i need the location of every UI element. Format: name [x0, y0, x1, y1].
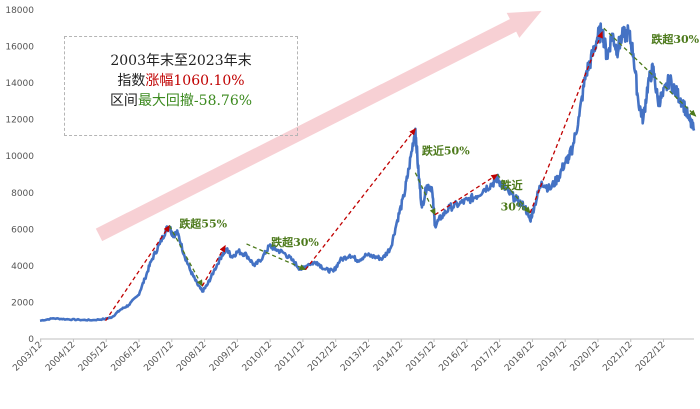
summary-line-drawdown: 区间最大回撤-58.76%: [65, 91, 297, 111]
x-tick-label: 2006/12: [110, 340, 144, 374]
x-tick-label: 2011/12: [274, 340, 308, 374]
x-tick-label: 2016/12: [437, 340, 471, 374]
y-tick-label: 16000: [5, 43, 34, 53]
summary-line-gain: 指数涨幅1060.10%: [65, 71, 297, 91]
x-tick-label: 2017/12: [470, 340, 504, 374]
x-tick-label: 2020/12: [569, 340, 603, 374]
x-tick-label: 2019/12: [536, 340, 570, 374]
drawdown-annotation: 跌近: [501, 178, 523, 192]
drawdown-annotation: 30%: [501, 201, 527, 214]
rise-arrow: [201, 244, 226, 287]
fall-arrow: [603, 27, 697, 117]
y-tick-label: 6000: [11, 225, 34, 235]
y-tick-label: 4000: [11, 262, 34, 272]
rise-arrow: [529, 31, 603, 214]
rise-arrow: [305, 128, 416, 270]
y-tick-label: 8000: [11, 189, 34, 199]
annotations: 跌超55% 跌超30% 跌近50% 跌近 30% 跌超30%: [179, 32, 699, 249]
x-tick-label: 2008/12: [175, 340, 209, 374]
y-tick-label: 0: [28, 335, 34, 345]
x-tick-label: 2018/12: [503, 340, 537, 374]
x-tick-label: 2004/12: [44, 340, 78, 374]
rise-arrow: [434, 173, 499, 216]
x-tick-label: 2007/12: [142, 340, 176, 374]
x-tick-label: 2009/12: [208, 340, 242, 374]
x-tick-label: 2014/12: [372, 340, 406, 374]
fall-arrow: [496, 174, 531, 214]
x-tick-label: 2005/12: [77, 340, 111, 374]
drawdown-annotation: 跌超30%: [271, 235, 319, 249]
x-tick-label: 2012/12: [306, 340, 340, 374]
fall-arrow: [168, 225, 203, 287]
y-tick-label: 10000: [5, 152, 34, 162]
x-tick-label: 2010/12: [241, 340, 275, 374]
y-tick-label: 2000: [11, 298, 34, 308]
gain-prefix: 指数: [117, 73, 146, 89]
gain-value: 涨幅1060.10%: [145, 73, 245, 89]
trend-arrows: [105, 27, 697, 322]
summary-box: 2003年末至2023年末 指数涨幅1060.10% 区间最大回撤-58.76%: [64, 36, 298, 136]
drawdown-annotation: 跌超30%: [651, 32, 699, 46]
index-series-line: [39, 22, 696, 322]
fall-arrow: [414, 172, 436, 216]
y-tick-label: 14000: [5, 79, 34, 89]
drawdown-annotation: 跌超55%: [179, 217, 227, 231]
x-tick-label: 2003/12: [11, 340, 45, 374]
drawdown-value: 最大回撤-58.76%: [137, 93, 253, 109]
x-tick-label: 2021/12: [601, 340, 635, 374]
drawdown-prefix: 区间: [109, 93, 138, 109]
x-tick-label: 2015/12: [405, 340, 439, 374]
index-line: [39, 22, 696, 322]
y-tick-label: 18000: [5, 6, 34, 16]
rise-arrow: [105, 224, 171, 322]
big-uptrend-arrow: [95, 10, 542, 242]
big-trend-arrow: [95, 10, 542, 242]
drawdown-annotation: 跌近50%: [422, 143, 470, 157]
x-tick-label: 2022/12: [634, 340, 668, 374]
x-tick-label: 2013/12: [339, 340, 373, 374]
fall-arrow: [246, 243, 307, 271]
summary-line-period: 2003年末至2023年末: [110, 53, 252, 69]
y-tick-label: 12000: [5, 116, 34, 126]
